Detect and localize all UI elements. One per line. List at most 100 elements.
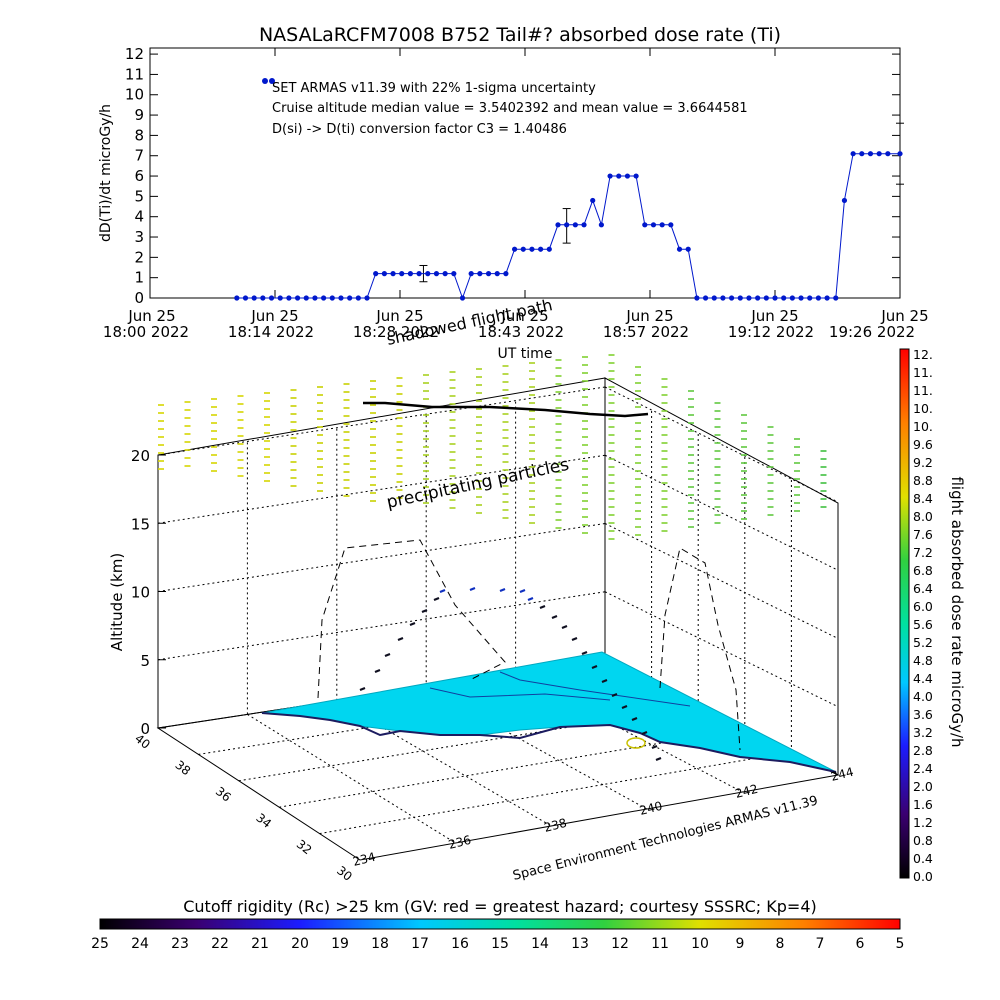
colorbar-right-tick: 5.6 [913, 617, 933, 632]
precipitating-particle-marks [158, 354, 827, 540]
flight-segment [384, 652, 391, 658]
grid-line [157, 523, 606, 592]
colorbar-bottom-tick: 16 [451, 936, 469, 952]
grid-line [604, 591, 839, 708]
grid-line [604, 386, 839, 503]
data-point [650, 222, 657, 228]
data-point [668, 222, 674, 228]
data-point [303, 295, 309, 301]
data-point [815, 295, 822, 301]
colorbar-right-tick: 3.6 [913, 707, 933, 722]
dose-rate-points [234, 151, 903, 301]
data-point [711, 295, 717, 301]
data-point [251, 295, 257, 301]
label-credit: Space Environment Technologies ARMAS v11… [511, 793, 819, 883]
data-point [268, 295, 275, 301]
flight-segment [499, 587, 506, 593]
x-tick-label-line1: Jun 25 [250, 307, 298, 325]
colorbar-bottom-tick: 5 [896, 936, 905, 952]
colorbar-bottom-tick: 14 [531, 936, 549, 952]
colorbar-right-tick: 8.0 [913, 509, 933, 524]
x-tick-label-line2: 19:12 2022 [728, 323, 814, 341]
x-tick-label-line2: 18:43 2022 [478, 323, 564, 341]
data-point [728, 295, 735, 301]
data-point [390, 271, 396, 277]
data-point [312, 295, 318, 301]
data-point [381, 271, 387, 277]
x-tick-label-line1: Jun 25 [625, 307, 673, 325]
y-tick-label: 4 [134, 208, 144, 226]
y-tick-label: 0 [134, 289, 144, 307]
data-point [529, 246, 535, 252]
colorbar-bottom-tick: 18 [371, 936, 389, 952]
flight-segment [611, 692, 618, 698]
y-tick-label: 6 [134, 167, 144, 185]
colorbar-bottom-tick: 17 [411, 936, 429, 952]
data-point [737, 295, 743, 301]
colorbar-right-tick: 0.4 [913, 851, 933, 866]
colorbar-bottom-tick: 7 [816, 936, 825, 952]
flight-segment [421, 608, 428, 614]
z-tick-label: 10 [131, 584, 150, 602]
data-point [459, 295, 466, 301]
coastline [261, 712, 837, 773]
z-tick-label: 5 [140, 652, 150, 670]
data-point [897, 151, 903, 157]
colorbar-right-strip [899, 348, 910, 879]
flight-segment [374, 668, 381, 674]
map-altitude-ticks: 0 5 10 15 20 [131, 447, 166, 738]
data-point [581, 222, 587, 228]
colorbar-bottom-tick: 21 [251, 936, 269, 952]
annotation-line-1: SET ARMAS v11.39 with 22% 1-sigma uncert… [272, 81, 596, 96]
flight-path-3d [359, 586, 662, 762]
colorbar-bottom-ticks: 25 24 23 22 21 20 19 18 17 16 15 14 13 12 11 10 9 8 7 6 5 [91, 936, 904, 952]
map-longitude-ticks: 234 236 238 240 242 244 [351, 765, 855, 869]
flight-segment [359, 686, 366, 692]
data-point [425, 271, 431, 277]
data-point [850, 151, 856, 157]
data-point [546, 246, 552, 252]
data-point [833, 295, 839, 301]
map-feature-line [429, 687, 611, 701]
flight-marker [626, 737, 646, 749]
colorbar-right-tick: 9.2 [913, 455, 933, 470]
data-point [885, 151, 891, 157]
x-tick-label-line2: 18:28 2022 [353, 323, 439, 341]
data-point [867, 151, 874, 157]
lon-tick-label: 240 [638, 799, 664, 818]
y-tick-label: 9 [134, 106, 144, 124]
y-tick-label: 12 [125, 45, 144, 63]
legend-marker [262, 78, 268, 84]
colorbar-right-tick: 4.4 [913, 671, 933, 686]
lat-tick-label: 32 [294, 837, 315, 857]
grid-line [157, 591, 606, 661]
grid-line [247, 713, 456, 844]
flight-segment [641, 730, 648, 736]
colorbar-bottom-tick: 12 [611, 936, 629, 952]
grid-line [604, 454, 839, 571]
data-point [694, 295, 700, 301]
colorbar-right-tick: 4.8 [913, 653, 933, 668]
data-point [286, 295, 292, 301]
x-tick-label-line2: 18:57 2022 [603, 323, 689, 341]
data-point [538, 246, 544, 252]
colorbar-bottom: Cutoff rigidity (Rc) >25 km (GV: red = g… [91, 897, 904, 952]
map-feature-line [499, 671, 691, 707]
colorbar-bottom-label: Cutoff rigidity (Rc) >25 km (GV: red = g… [183, 897, 817, 916]
x-tick-label-line2: 19:26 2022 [829, 323, 915, 341]
lat-tick-label: 38 [173, 758, 194, 778]
x-tick-label-line1: Jun 25 [750, 307, 798, 325]
data-point [746, 295, 752, 301]
data-point [798, 295, 804, 301]
flight-segment [439, 588, 446, 594]
ocean-surface [261, 651, 837, 773]
data-point [702, 295, 709, 301]
data-point [763, 295, 769, 301]
colorbar-bottom-tick: 24 [131, 936, 149, 952]
colorbar-right-tick: 9.6 [913, 437, 933, 452]
